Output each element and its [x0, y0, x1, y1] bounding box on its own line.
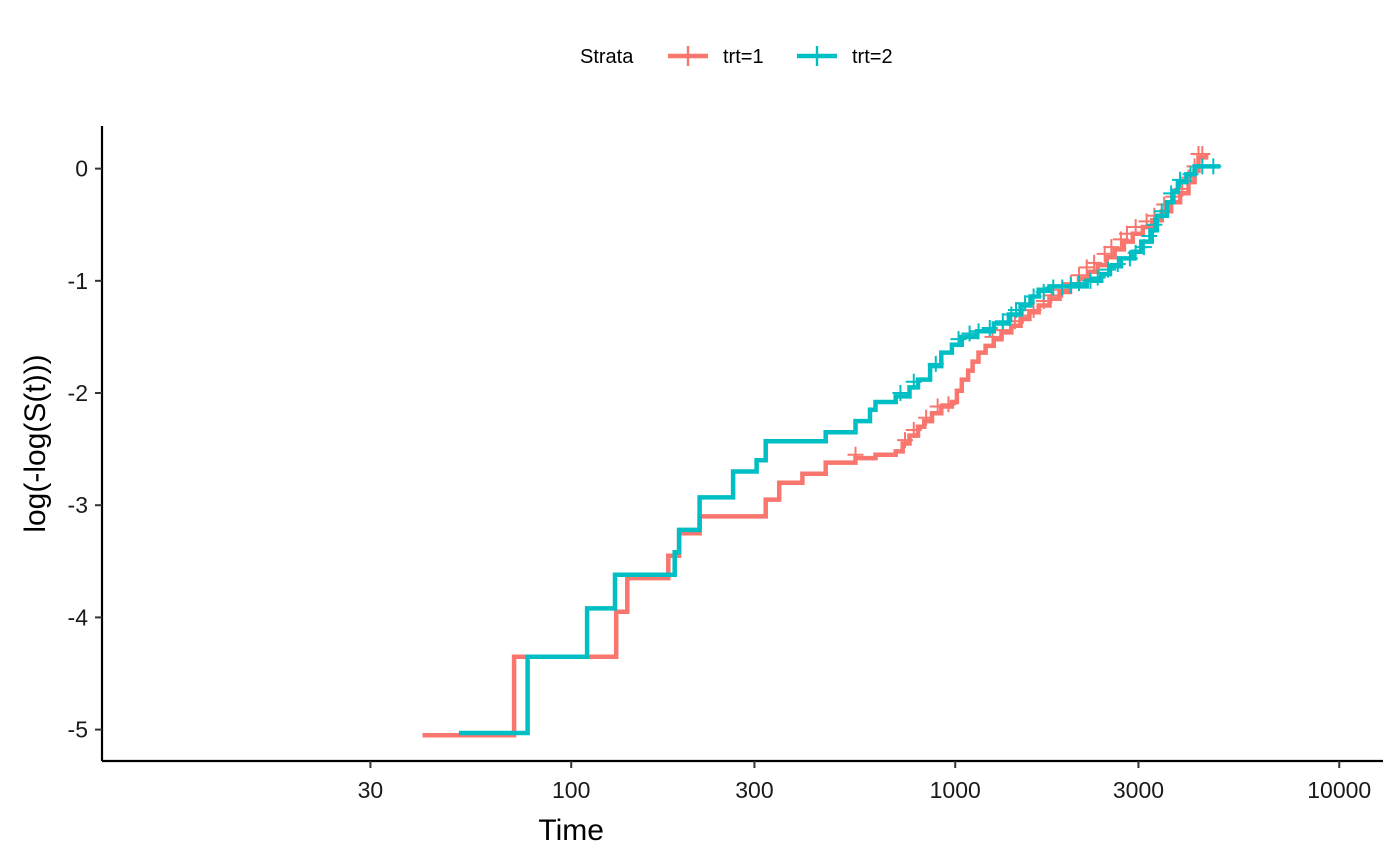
legend-item: trt=2: [797, 46, 893, 68]
censor-mark: [1163, 185, 1180, 202]
censor-mark: [950, 331, 967, 348]
y-tick-label: -1: [68, 268, 88, 294]
legend-key-cross: [679, 46, 697, 66]
censor-mark: [918, 409, 935, 426]
censor-mark: [1100, 261, 1117, 278]
x-tick-label: 100: [552, 777, 590, 803]
y-tick-label: -2: [68, 380, 88, 406]
censor-mark: [1035, 284, 1052, 301]
censor-mark: [1135, 239, 1152, 256]
y-tick-label: -3: [68, 492, 88, 518]
legend: Strata trt=1 trt=2: [580, 46, 893, 68]
censor-mark: [847, 446, 864, 463]
censor-mark: [1141, 227, 1158, 244]
censor-mark: [1153, 203, 1170, 220]
series-line: [422, 154, 1209, 738]
censor-mark: [961, 325, 978, 342]
censor-mark: [1078, 259, 1095, 276]
series-trt=2: [458, 158, 1222, 736]
censor-mark: [1103, 239, 1120, 256]
x-tick-label: 300: [735, 777, 773, 803]
censor-mark: [929, 398, 946, 415]
censor-mark: [981, 319, 998, 336]
censor-mark: [1025, 301, 1042, 318]
censor-mark: [1025, 288, 1042, 305]
series-line: [458, 164, 1221, 736]
censor-mark: [1127, 218, 1144, 235]
censor-mark: [1017, 295, 1034, 312]
censor-mark: [1089, 269, 1106, 286]
censor-mark: [1082, 272, 1099, 289]
legend-label: trt=1: [723, 46, 764, 68]
censor-mark: [1045, 279, 1062, 296]
series-layer: [422, 146, 1222, 738]
censor-mark: [1146, 216, 1163, 233]
censor-mark: [970, 323, 987, 340]
x-tick-label: 10000: [1307, 777, 1371, 803]
censor-mark: [1070, 275, 1087, 292]
censor-mark: [1109, 255, 1126, 272]
y-tick-label: 0: [75, 156, 88, 182]
censor-mark: [892, 385, 909, 402]
censor-mark: [927, 355, 944, 372]
x-tick-label: 1000: [930, 777, 981, 803]
censor-mark: [1138, 213, 1155, 230]
legend-key-cross: [808, 46, 826, 66]
censor-mark: [1172, 171, 1189, 188]
legend-title: Strata: [580, 46, 634, 68]
y-tick-label: -5: [68, 717, 88, 743]
censor-mark: [1194, 158, 1211, 175]
censor-mark: [1003, 306, 1020, 323]
censor-mark: [1096, 245, 1113, 262]
x-axis-title: Time: [538, 814, 604, 847]
censor-mark: [994, 313, 1011, 330]
censor-mark: [905, 422, 922, 439]
censor-mark: [1112, 231, 1129, 248]
y-axis-title: log(-log(S(t))): [19, 354, 52, 532]
censor-mark: [1121, 250, 1138, 267]
legend-label: trt=2: [852, 46, 893, 68]
censor-mark: [1062, 277, 1079, 294]
censor-mark: [905, 373, 922, 390]
censor-mark: [897, 432, 914, 449]
censor-mark: [1182, 166, 1199, 183]
censor-mark: [940, 396, 957, 413]
y-tick-label: -4: [68, 604, 89, 630]
x-tick-label: 30: [358, 777, 384, 803]
axes: 30 100 300 1000 3000 10000 0 -1 -2 -3 -4 -5: [68, 126, 1383, 803]
legend-item: trt=1: [668, 46, 764, 68]
x-tick-label: 3000: [1113, 777, 1164, 803]
